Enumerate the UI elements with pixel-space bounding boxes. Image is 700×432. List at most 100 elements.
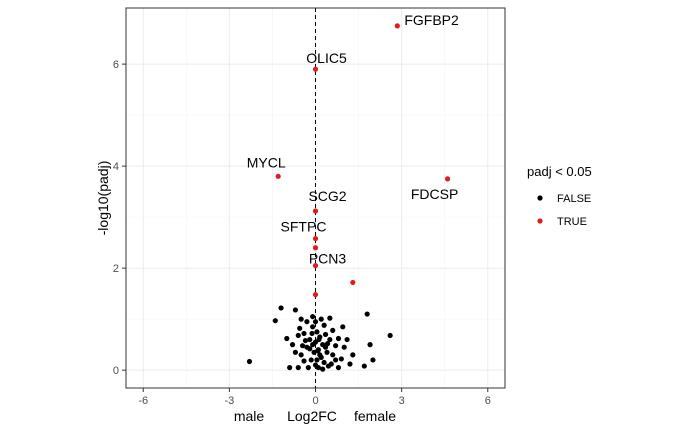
data-point-false: [324, 341, 331, 347]
data-point-false: [295, 364, 301, 371]
data-point-false: [350, 352, 356, 358]
data-point-false: [289, 342, 296, 348]
x-tick-label: 0: [312, 395, 318, 407]
data-point-false: [278, 305, 284, 311]
data-point-false: [292, 349, 299, 355]
data-point-false: [272, 318, 278, 324]
data-point-false: [324, 349, 330, 355]
legend-title: padj < 0.05: [527, 164, 592, 179]
legend-label-true: TRUE: [557, 216, 587, 228]
point-label-scg2: SCG2: [308, 188, 346, 204]
data-point-false: [287, 364, 293, 371]
data-point-false: [317, 352, 323, 358]
data-point-true: [312, 262, 319, 269]
data-points: [246, 23, 451, 372]
x-tick-label: 6: [485, 395, 491, 407]
data-point-false: [347, 361, 353, 367]
legend-key-false: [537, 195, 543, 201]
data-point-false: [341, 344, 347, 350]
point-label-olic5: OLIC5: [306, 50, 347, 66]
data-point-false: [327, 315, 333, 321]
data-point-true: [312, 235, 319, 242]
point-label-sftpc: SFTPC: [281, 219, 327, 235]
legend-key-true: [537, 218, 543, 224]
x-axis-title: Log2FC: [287, 408, 337, 424]
point-label-mycl: MYCL: [247, 154, 286, 170]
data-point-false: [364, 311, 370, 317]
data-point-true: [350, 279, 356, 286]
y-tick-label: 6: [113, 59, 119, 71]
data-point-false: [332, 343, 339, 349]
y-tick-label: 4: [113, 161, 119, 173]
data-point-false: [335, 364, 342, 371]
y-axis-title: -log10(padj): [95, 161, 111, 236]
data-point-false: [295, 332, 301, 339]
data-point-false: [314, 329, 320, 335]
point-label-fgfbp2: FGFBP2: [404, 12, 459, 28]
data-point-true: [312, 66, 319, 72]
data-point-true: [275, 173, 281, 179]
x-axis-ticks: -6 -3 0 3 6: [138, 388, 491, 407]
data-point-false: [298, 316, 304, 322]
data-point-false: [316, 336, 322, 343]
data-point-false: [298, 352, 304, 358]
data-point-false: [340, 324, 346, 330]
point-label-pcn3: PCN3: [309, 251, 347, 267]
data-point-false: [330, 352, 336, 358]
data-point-false: [246, 358, 253, 365]
legend-entries: FALSE TRUE: [537, 193, 591, 228]
data-point-false: [330, 327, 336, 333]
data-point-false: [301, 330, 307, 337]
data-point-false: [387, 332, 393, 339]
data-point-false: [308, 357, 314, 363]
data-point-false: [361, 363, 367, 369]
data-point-true: [394, 23, 400, 29]
data-point-false: [309, 330, 315, 337]
data-point-false: [299, 343, 306, 349]
data-point-false: [307, 346, 313, 352]
data-point-false: [367, 342, 373, 348]
data-point-false: [310, 324, 316, 330]
point-label-fdcsp: FDCSP: [411, 186, 458, 202]
data-point-false: [284, 335, 290, 342]
data-point-false: [304, 319, 310, 325]
data-point-false: [310, 313, 316, 320]
data-point-false: [335, 335, 342, 342]
data-point-false: [297, 325, 303, 331]
data-point-false: [344, 336, 350, 343]
data-point-false: [327, 336, 333, 343]
y-axis-ticks: 0 2 4 6: [113, 59, 126, 377]
data-point-false: [312, 319, 319, 325]
x-axis-left-label: male: [234, 408, 265, 424]
data-point-false: [320, 366, 326, 372]
data-point-true: [312, 245, 319, 251]
legend-label-false: FALSE: [557, 193, 591, 205]
x-axis-right-label: female: [354, 408, 396, 424]
data-point-false: [321, 322, 327, 328]
data-point-true: [444, 176, 451, 182]
legend: padj < 0.05 FALSE TRUE: [527, 164, 592, 228]
data-point-false: [305, 364, 311, 371]
data-point-true: [312, 208, 319, 214]
data-point-false: [314, 357, 320, 363]
y-tick-label: 2: [113, 263, 119, 275]
point-labels: FGFBP2 OLIC5 MYCL FDCSP SCG2 SFTPC PCN3: [247, 12, 459, 267]
data-point-false: [321, 359, 327, 366]
data-point-false: [310, 342, 316, 348]
data-point-false: [322, 331, 329, 338]
data-point-true: [312, 292, 319, 298]
data-point-false: [332, 357, 339, 363]
x-tick-label: -6: [138, 395, 148, 407]
data-point-false: [301, 358, 307, 364]
data-point-false: [318, 316, 324, 322]
data-point-false: [328, 361, 334, 367]
x-tick-label: -3: [224, 395, 234, 407]
data-point-false: [338, 356, 344, 362]
data-point-false: [302, 337, 309, 344]
y-tick-label: 0: [113, 365, 119, 377]
data-point-false: [315, 364, 321, 371]
x-tick-label: 3: [399, 395, 405, 407]
data-point-false: [370, 357, 376, 363]
data-point-false: [292, 307, 299, 313]
